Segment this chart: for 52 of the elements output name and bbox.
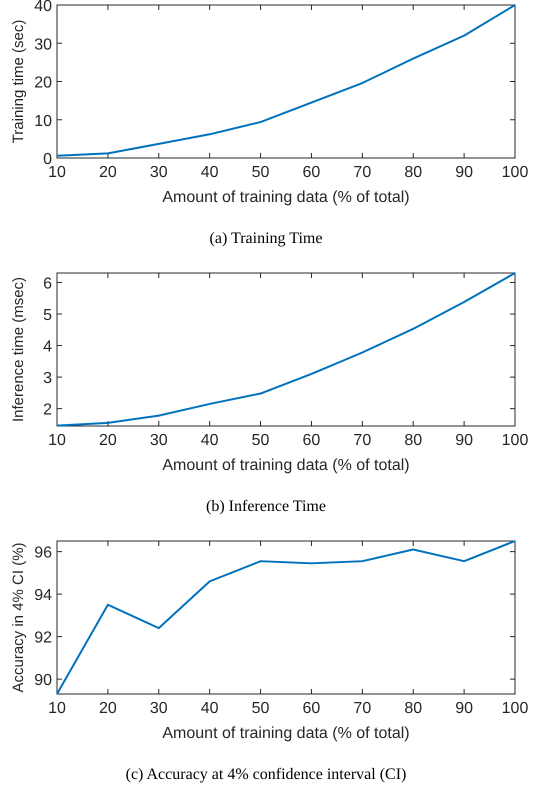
y-tick-label: 30	[34, 36, 52, 54]
text: (a) Training Time	[210, 230, 322, 247]
x-tick-label: 100	[502, 432, 528, 449]
y-tick-label: 94	[34, 587, 52, 604]
x-tick-label: 20	[98, 432, 117, 449]
x-axis-title: Amount of training data (% of total)	[162, 725, 410, 742]
x-tick-label: 60	[302, 432, 320, 449]
x-tick-label: 40	[200, 700, 219, 717]
x-tick-label: 20	[98, 700, 117, 717]
y-tick-label: 40	[34, 0, 52, 15]
x-tick-label: 40	[200, 432, 219, 449]
x-axis-title: Amount of training data (% of total)	[162, 189, 410, 206]
line-series	[56, 540, 516, 695]
y-tick-label: 10	[34, 112, 52, 130]
y-axis-title: Accuracy in 4% CI (%)	[10, 542, 27, 693]
line-series	[56, 272, 516, 427]
x-tick-label: 100	[502, 700, 528, 717]
x-tick-label: 90	[455, 700, 474, 717]
y-tick-label: 6	[43, 275, 52, 292]
y-tick-label: 4	[43, 338, 52, 356]
x-tick-label: 50	[252, 432, 270, 449]
x-tick-label: 70	[353, 164, 372, 181]
x-tick-label: 90	[455, 432, 474, 449]
x-tick-label: 50	[252, 700, 270, 717]
x-tick-label: 30	[150, 432, 168, 449]
y-axis-title: Training time (sec)	[10, 20, 27, 144]
text: (b) Inference Time	[206, 498, 326, 515]
y-tick-label: 2	[43, 402, 52, 419]
y-tick-label: 92	[34, 630, 52, 647]
x-tick-label: 20	[98, 164, 117, 181]
x-tick-label: 70	[353, 700, 372, 717]
x-tick-label: 80	[404, 432, 422, 449]
x-tick-label: 100	[502, 164, 528, 181]
line-series	[56, 4, 516, 157]
x-tick-label: 30	[150, 164, 168, 181]
y-tick-label: 90	[34, 672, 52, 690]
x-tick-label: 50	[252, 164, 270, 181]
y-tick-label: 5	[43, 307, 52, 324]
x-tick-label: 90	[455, 164, 474, 181]
y-tick-label: 3	[43, 370, 52, 388]
y-tick-label: 20	[34, 74, 52, 92]
text: (c) Accuracy at 4% confidence interval (CI)	[126, 766, 406, 783]
x-tick-label: 70	[353, 432, 372, 449]
x-tick-label: 60	[302, 164, 320, 181]
x-tick-label: 80	[404, 164, 422, 181]
x-tick-label: 60	[302, 700, 320, 717]
x-tick-label: 40	[200, 164, 219, 181]
x-tick-label: 80	[404, 700, 422, 717]
x-tick-label: 30	[150, 700, 168, 717]
y-tick-label: 96	[34, 544, 52, 562]
x-axis-title: Amount of training data (% of total)	[162, 457, 410, 474]
y-axis-title: Inference time (msec)	[10, 276, 27, 422]
